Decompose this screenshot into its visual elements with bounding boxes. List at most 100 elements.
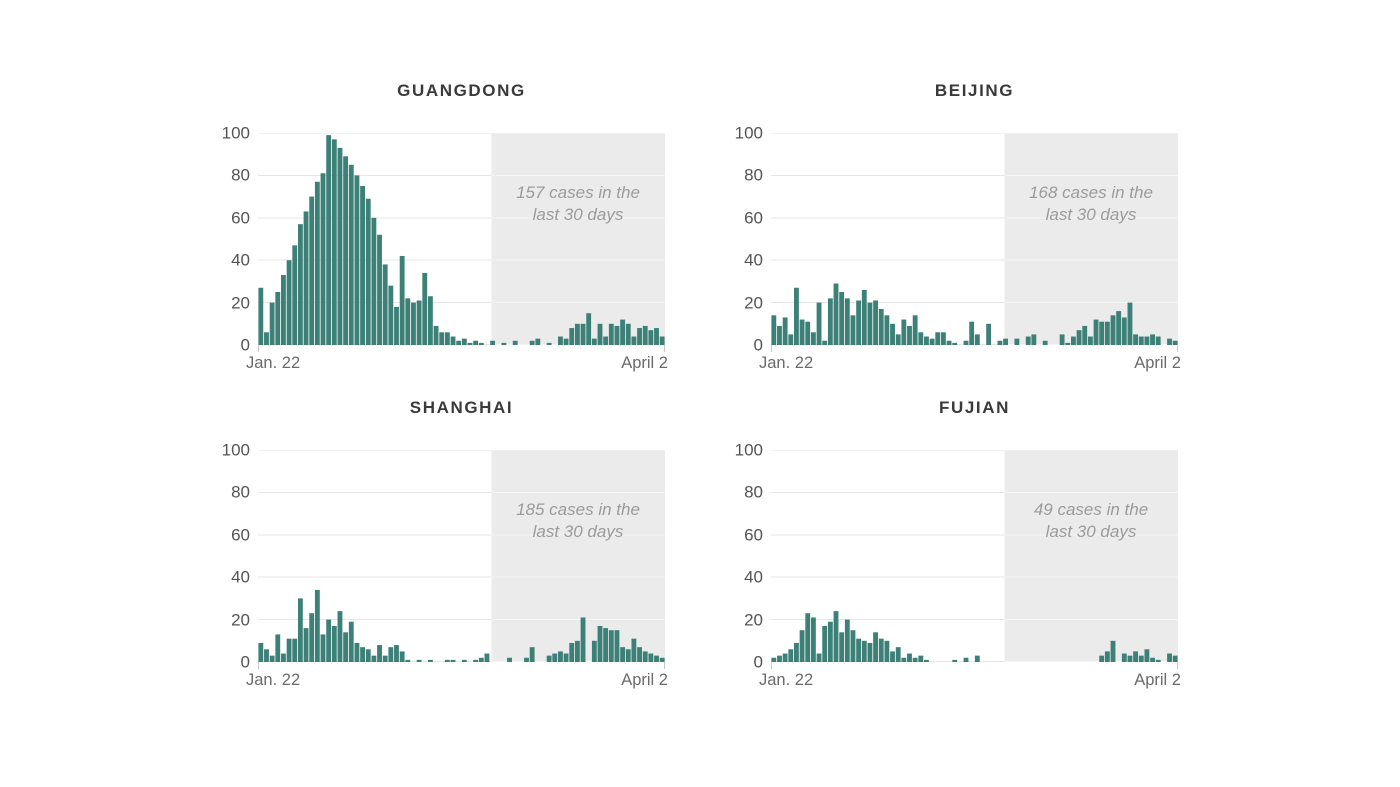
- bar: [371, 217, 377, 345]
- bar: [507, 657, 512, 662]
- bar: [484, 653, 490, 662]
- bars: [771, 611, 1178, 662]
- bar: [895, 647, 901, 662]
- x-axis: Jan. 22 April 2: [246, 671, 668, 690]
- recent-window-box: [491, 450, 665, 662]
- bar: [314, 589, 320, 662]
- bar: [563, 653, 569, 662]
- bar: [810, 332, 816, 345]
- bar: [360, 186, 365, 345]
- bars: [258, 589, 665, 662]
- bar: [1138, 655, 1144, 662]
- bar: [297, 224, 303, 345]
- bar: [286, 638, 292, 662]
- bar: [878, 638, 884, 662]
- bar: [365, 198, 371, 345]
- bar: [348, 621, 354, 662]
- bar: [625, 323, 631, 345]
- bar: [1014, 338, 1020, 345]
- bar: [974, 655, 980, 662]
- bar: [264, 649, 269, 662]
- recent-window-box: [491, 133, 665, 345]
- bar: [558, 651, 563, 662]
- bar: [631, 336, 637, 345]
- bar: [890, 323, 895, 345]
- bar: [1116, 311, 1122, 345]
- bar: [281, 275, 286, 345]
- y-tick-label: 0: [240, 335, 250, 355]
- bar: [478, 657, 484, 662]
- y-axis: 100 80 60 40 20 0: [188, 125, 250, 354]
- bar: [844, 298, 850, 345]
- bar: [580, 617, 586, 662]
- bar: [884, 315, 890, 345]
- bar: [1082, 325, 1088, 345]
- bar: [1104, 321, 1110, 345]
- bar: [861, 289, 867, 345]
- bar: [833, 611, 839, 662]
- bar: [337, 611, 343, 662]
- bar: [1059, 334, 1065, 345]
- bar: [529, 647, 535, 662]
- bar: [546, 342, 552, 345]
- y-tick-label: 0: [753, 335, 763, 355]
- bar: [574, 640, 580, 662]
- bar: [580, 323, 586, 345]
- bar: [529, 340, 535, 345]
- recent-cases-annotation: 157 cases in the last 30 days: [491, 182, 665, 225]
- bar: [377, 645, 382, 662]
- y-axis: 100 80 60 40 20 0: [701, 125, 763, 354]
- bar: [907, 325, 912, 345]
- bar: [331, 139, 337, 345]
- bar: [788, 649, 794, 662]
- bar: [986, 323, 992, 345]
- bar: [856, 300, 862, 345]
- y-tick-label: 100: [221, 123, 250, 143]
- chart-panel-shanghai: SHANGHAI 100 80 60 40 20 0 185 cases in …: [188, 380, 670, 705]
- y-tick-label: 100: [734, 123, 763, 143]
- bar: [501, 342, 507, 345]
- bar-plot: [771, 133, 1178, 352]
- y-axis: 100 80 60 40 20 0: [701, 442, 763, 671]
- bar: [1150, 657, 1155, 662]
- bar: [320, 173, 326, 345]
- bar: [450, 336, 456, 345]
- bar: [912, 315, 918, 345]
- bar: [394, 306, 399, 345]
- bar: [490, 340, 496, 345]
- y-tick-label: 20: [231, 610, 250, 630]
- bar: [297, 598, 303, 662]
- annotation-line: last 30 days: [532, 204, 624, 224]
- bar: [433, 325, 439, 345]
- bar: [1093, 319, 1099, 345]
- bar: [777, 655, 782, 662]
- chart-panel-beijing: BEIJING 100 80 60 40 20 0 168 cases in t…: [701, 63, 1183, 388]
- bar: [422, 272, 428, 345]
- bar: [563, 338, 569, 345]
- bar: [974, 334, 980, 345]
- bar: [608, 630, 614, 662]
- bar: [614, 325, 620, 345]
- y-tick-label: 60: [744, 208, 763, 228]
- bar: [546, 655, 552, 662]
- bar: [343, 156, 349, 345]
- bar: [1150, 334, 1155, 345]
- bar: [637, 647, 642, 662]
- bar: [388, 647, 394, 662]
- bar: [659, 657, 665, 662]
- bar: [427, 296, 433, 345]
- bar: [343, 632, 349, 662]
- bar: [416, 300, 422, 345]
- bar: [337, 147, 343, 345]
- bar: [603, 336, 609, 345]
- annotation-line: 185 cases in the: [516, 500, 640, 519]
- bar: [365, 649, 371, 662]
- bar: [901, 319, 907, 345]
- bar: [867, 302, 873, 345]
- y-tick-label: 60: [231, 525, 250, 545]
- bars: [771, 283, 1178, 345]
- bar: [637, 328, 642, 345]
- bar: [314, 181, 320, 345]
- y-axis: 100 80 60 40 20 0: [188, 442, 250, 671]
- x-tick-label-end: April 2: [621, 671, 668, 689]
